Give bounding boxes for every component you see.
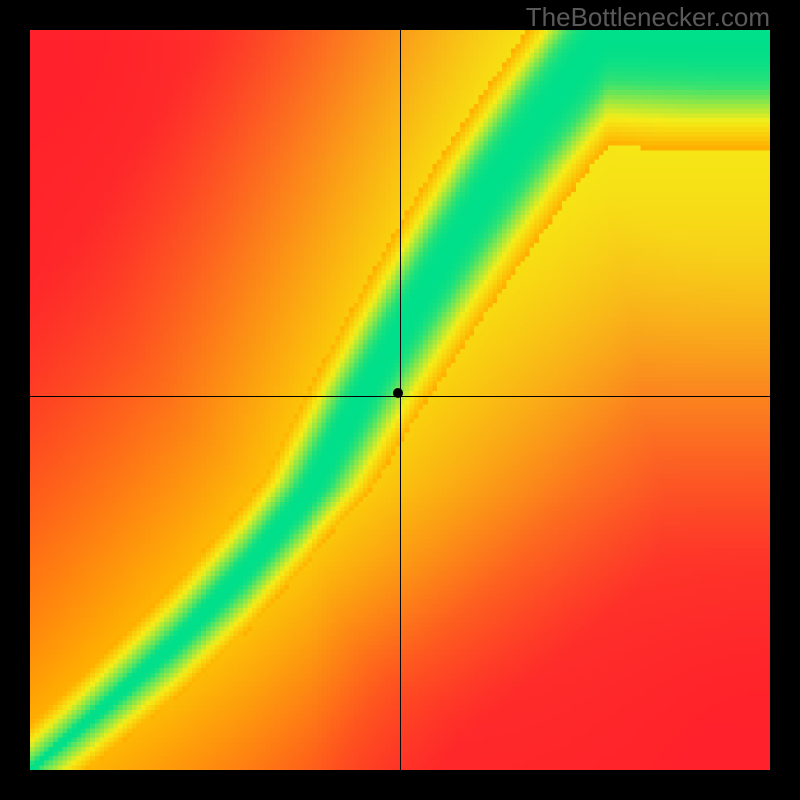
crosshair-vertical xyxy=(400,30,401,770)
data-point-marker xyxy=(393,388,403,398)
chart-container: TheBottlenecker.com xyxy=(0,0,800,800)
watermark-text: TheBottlenecker.com xyxy=(526,2,770,33)
